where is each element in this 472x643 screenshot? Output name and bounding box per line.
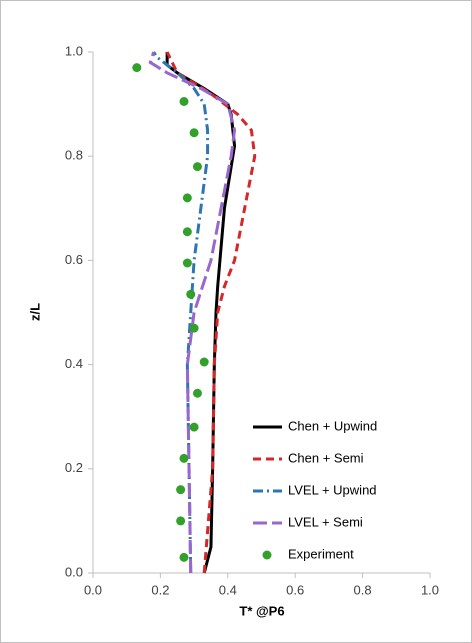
data-point (176, 516, 186, 526)
y-tick-label: 0.6 (65, 252, 83, 267)
data-point (192, 388, 202, 398)
data-point (132, 63, 142, 73)
y-tick-label: 0.0 (65, 564, 83, 579)
data-point (176, 485, 186, 495)
y-tick-label: 0.4 (65, 356, 83, 371)
legend-label: LVEL + Upwind (288, 482, 377, 497)
data-point (189, 128, 199, 138)
series-line (165, 51, 257, 574)
legend-swatch (262, 550, 272, 560)
x-tick-label: 0.4 (219, 582, 237, 597)
data-point (186, 289, 196, 299)
data-point (189, 422, 199, 432)
data-point (179, 453, 189, 463)
series-line (148, 51, 237, 574)
x-tick-label: 0.8 (354, 582, 372, 597)
data-point (192, 162, 202, 172)
y-tick-label: 0.8 (65, 148, 83, 163)
legend-label: Chen + Semi (288, 450, 364, 465)
x-tick-label: 0.6 (286, 582, 304, 597)
data-point (182, 193, 192, 203)
data-point (182, 227, 192, 237)
y-tick-label: 1.0 (65, 43, 83, 58)
legend-label: LVEL + Semi (288, 514, 363, 529)
y-axis-title: z/L (27, 303, 42, 321)
data-point (179, 552, 189, 562)
x-tick-label: 0.0 (84, 582, 102, 597)
data-point (199, 357, 209, 367)
y-tick-label: 0.2 (65, 460, 83, 475)
data-point (179, 96, 189, 106)
legend-label: Chen + Upwind (288, 418, 377, 433)
legend-label: Experiment (288, 546, 354, 561)
data-point (189, 323, 199, 333)
x-axis-title: T* @P6 (239, 603, 284, 618)
x-tick-label: 0.2 (151, 582, 169, 597)
x-tick-label: 1.0 (421, 582, 439, 597)
data-point (182, 258, 192, 268)
